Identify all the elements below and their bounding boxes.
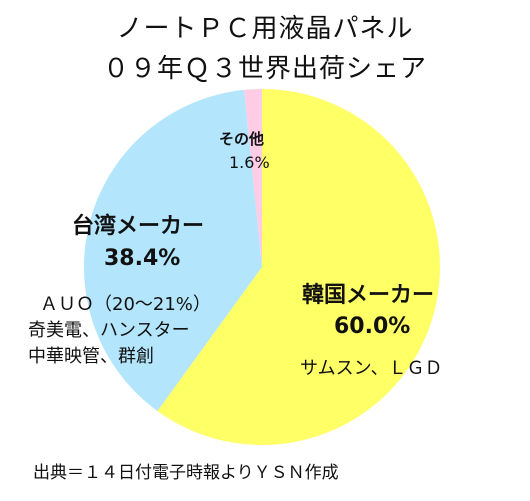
- slice-label-korea: 韓国メーカー: [302, 283, 435, 308]
- slice-value-taiwan: 38.4%: [104, 246, 181, 271]
- slice-detail-taiwan-line1: ＡＵＯ（20〜21%）: [40, 294, 211, 315]
- pie-slice-korea: [157, 89, 440, 446]
- slice-detail-taiwan-line3: 中華映管、群創: [28, 346, 154, 367]
- pie-slice-other: [244, 89, 262, 267]
- slice-label-taiwan: 台湾メーカー: [72, 214, 205, 239]
- chart-title-line1: ノートＰＣ用液晶パネル: [116, 14, 414, 44]
- slice-value-other: 1.6%: [229, 153, 270, 172]
- slice-value-korea: 60.0%: [334, 314, 411, 339]
- slice-detail-taiwan-line2: 奇美電、ハンスター: [28, 320, 190, 341]
- pie-slice-taiwan: [83, 89, 262, 412]
- slice-detail-korea: サムスン、ＬＧＤ: [300, 358, 443, 379]
- chart-title-line2: ０９年Ｑ３世界出荷シェア: [102, 54, 427, 84]
- source-note: 出典＝１４日付電子時報よりＹＳＮ作成: [33, 463, 339, 483]
- slice-label-other: その他: [219, 130, 265, 148]
